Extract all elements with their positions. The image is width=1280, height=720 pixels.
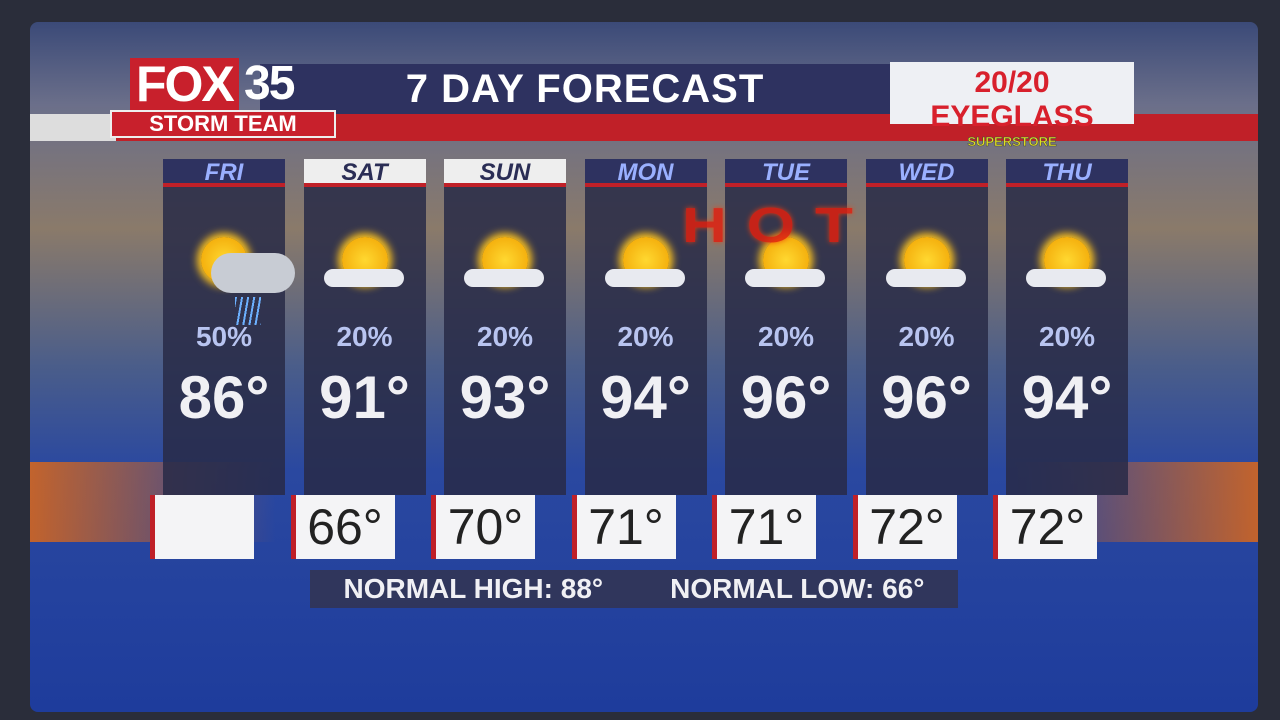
day-label: THU	[1006, 159, 1128, 187]
page-title: 7 DAY FORECAST	[405, 67, 765, 111]
low-temp	[150, 495, 254, 559]
high-temp: 93°	[459, 364, 551, 431]
partly-sunny-icon	[444, 187, 566, 307]
sponsor-name: 20/20 EYEGLASS	[930, 66, 1094, 133]
day-column: WED 20% 96°	[865, 159, 988, 495]
normal-high: NORMAL HIGH: 88°	[343, 573, 604, 604]
forecast-screen: 7 DAY FORECAST FOX 35 STORM TEAM 20/20 E…	[30, 22, 1258, 712]
partly-sunny-icon	[866, 187, 988, 307]
high-temp: 96°	[881, 364, 972, 431]
low-temp: 72°	[852, 495, 957, 559]
day-label: FRI	[163, 159, 285, 187]
logo-storm-team: STORM TEAM	[110, 110, 336, 138]
day-column: SUN 20% 93°	[444, 159, 566, 495]
hot-overlay: HOT	[682, 197, 873, 254]
precip-chance: 50%	[195, 321, 253, 352]
normal-low: NORMAL LOW: 66°	[670, 573, 925, 604]
precip-chance: 20%	[336, 321, 393, 352]
logo-channel: 35	[244, 57, 295, 110]
low-temp: 72°	[993, 495, 1097, 559]
precip-chance: 20%	[757, 321, 815, 352]
day-column: FRI 50% 86°	[163, 159, 295, 495]
day-label: MON	[584, 159, 707, 187]
day-label: WED	[865, 159, 988, 187]
sponsor-logo: 20/20 EYEGLASS SUPERSTORE	[890, 62, 1134, 149]
sponsor-sub: SUPERSTORE	[967, 134, 1057, 150]
day-label: SAT	[303, 159, 426, 187]
high-temp: 94°	[600, 364, 691, 431]
partly-sunny-icon	[304, 187, 426, 307]
day-column: SAT 20% 91°	[303, 159, 426, 495]
precip-chance: 20%	[898, 321, 955, 352]
high-temp: 86°	[178, 364, 270, 431]
normals-bar: NORMAL HIGH: 88° NORMAL LOW: 66°	[310, 570, 958, 608]
partly-sunny-icon	[1006, 187, 1128, 307]
low-temp: 66°	[290, 495, 395, 559]
day-column: THU 20% 94°	[1006, 159, 1128, 495]
precip-chance: 20%	[1038, 321, 1096, 352]
low-temp: 71°	[571, 495, 676, 559]
day-column: TUE 20% 96°	[725, 159, 847, 495]
precip-chance: 20%	[617, 321, 674, 352]
low-temp: 71°	[712, 495, 816, 559]
day-label: TUE	[725, 159, 847, 187]
high-temp: 91°	[319, 364, 410, 431]
day-column: MON 20% 94°	[584, 159, 707, 495]
partly-sunny-icon	[585, 187, 707, 307]
high-temp: 96°	[740, 364, 832, 431]
precip-chance: 20%	[476, 321, 534, 352]
logo-fox: FOX	[130, 58, 239, 110]
day-label: SUN	[444, 159, 566, 187]
sun-cloud-rain-icon	[163, 187, 295, 325]
low-temp: 70°	[431, 495, 535, 559]
high-temp: 94°	[1021, 364, 1113, 431]
partly-sunny-icon	[725, 187, 847, 307]
